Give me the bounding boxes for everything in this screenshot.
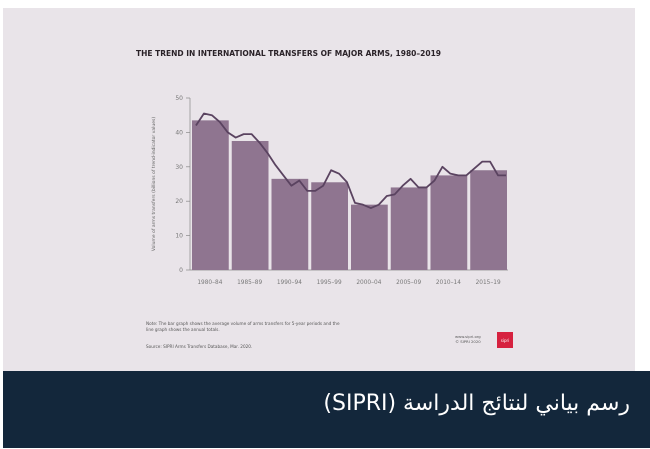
y-tick-label: 20 (175, 198, 183, 205)
sipri-logo: sipri (497, 332, 513, 348)
x-tick-label: 2010–14 (436, 280, 461, 286)
x-tick-label: 2000–04 (356, 280, 381, 286)
bar-1985–89 (231, 141, 269, 270)
bar-2015–19 (470, 170, 507, 270)
bar-1990–94 (271, 178, 309, 270)
annual-totals-line (195, 112, 507, 209)
y-tick-label: 30 (175, 164, 183, 171)
bar-2005–09 (390, 187, 428, 270)
y-tick-label: 10 (175, 233, 183, 240)
logo-text: sipri (500, 337, 510, 343)
bar-2000–04 (351, 204, 388, 270)
copyright: © SIPRI 2020 (455, 339, 481, 344)
image-caption: رسم بياني لنتائج الدراسة (SIPRI) (323, 391, 630, 416)
sipri-credit: www.sipri.org © SIPRI 2020 (455, 334, 481, 344)
chart-image: THE TREND IN INTERNATIONAL TRANSFERS OF … (3, 8, 635, 371)
x-tick-label: 2005–09 (396, 280, 421, 286)
x-tick-label: 1980–84 (197, 280, 222, 286)
x-tick-label: 2015–19 (476, 280, 501, 286)
image-caption-bar: رسم بياني لنتائج الدراسة (SIPRI) (3, 371, 650, 448)
y-tick-label: 40 (175, 129, 183, 136)
bar-1995–99 (311, 182, 348, 270)
site-url: www.sipri.org (455, 334, 481, 339)
chart-source: Source: SIPRI Arms Transfers Database, M… (146, 344, 253, 349)
x-tick-label: 1985–89 (237, 280, 262, 286)
x-tick-label: 1990–94 (277, 280, 302, 286)
y-axis-label: Volume of arms transfers (billions of tr… (151, 117, 157, 251)
chart-note: Note: The bar graph shows the average vo… (146, 321, 340, 332)
y-tick-label: 50 (175, 95, 183, 102)
x-tick-label: 1995–99 (317, 280, 342, 286)
chart-svg: 0 10 20 30 40 50 Volume of arms transfers (bil… (151, 95, 508, 286)
bar-2010–14 (430, 175, 468, 270)
bar-1980–84 (192, 120, 229, 270)
y-tick-label: 0 (179, 267, 183, 274)
chart-title: THE TREND IN INTERNATIONAL TRANSFERS OF … (136, 49, 442, 58)
